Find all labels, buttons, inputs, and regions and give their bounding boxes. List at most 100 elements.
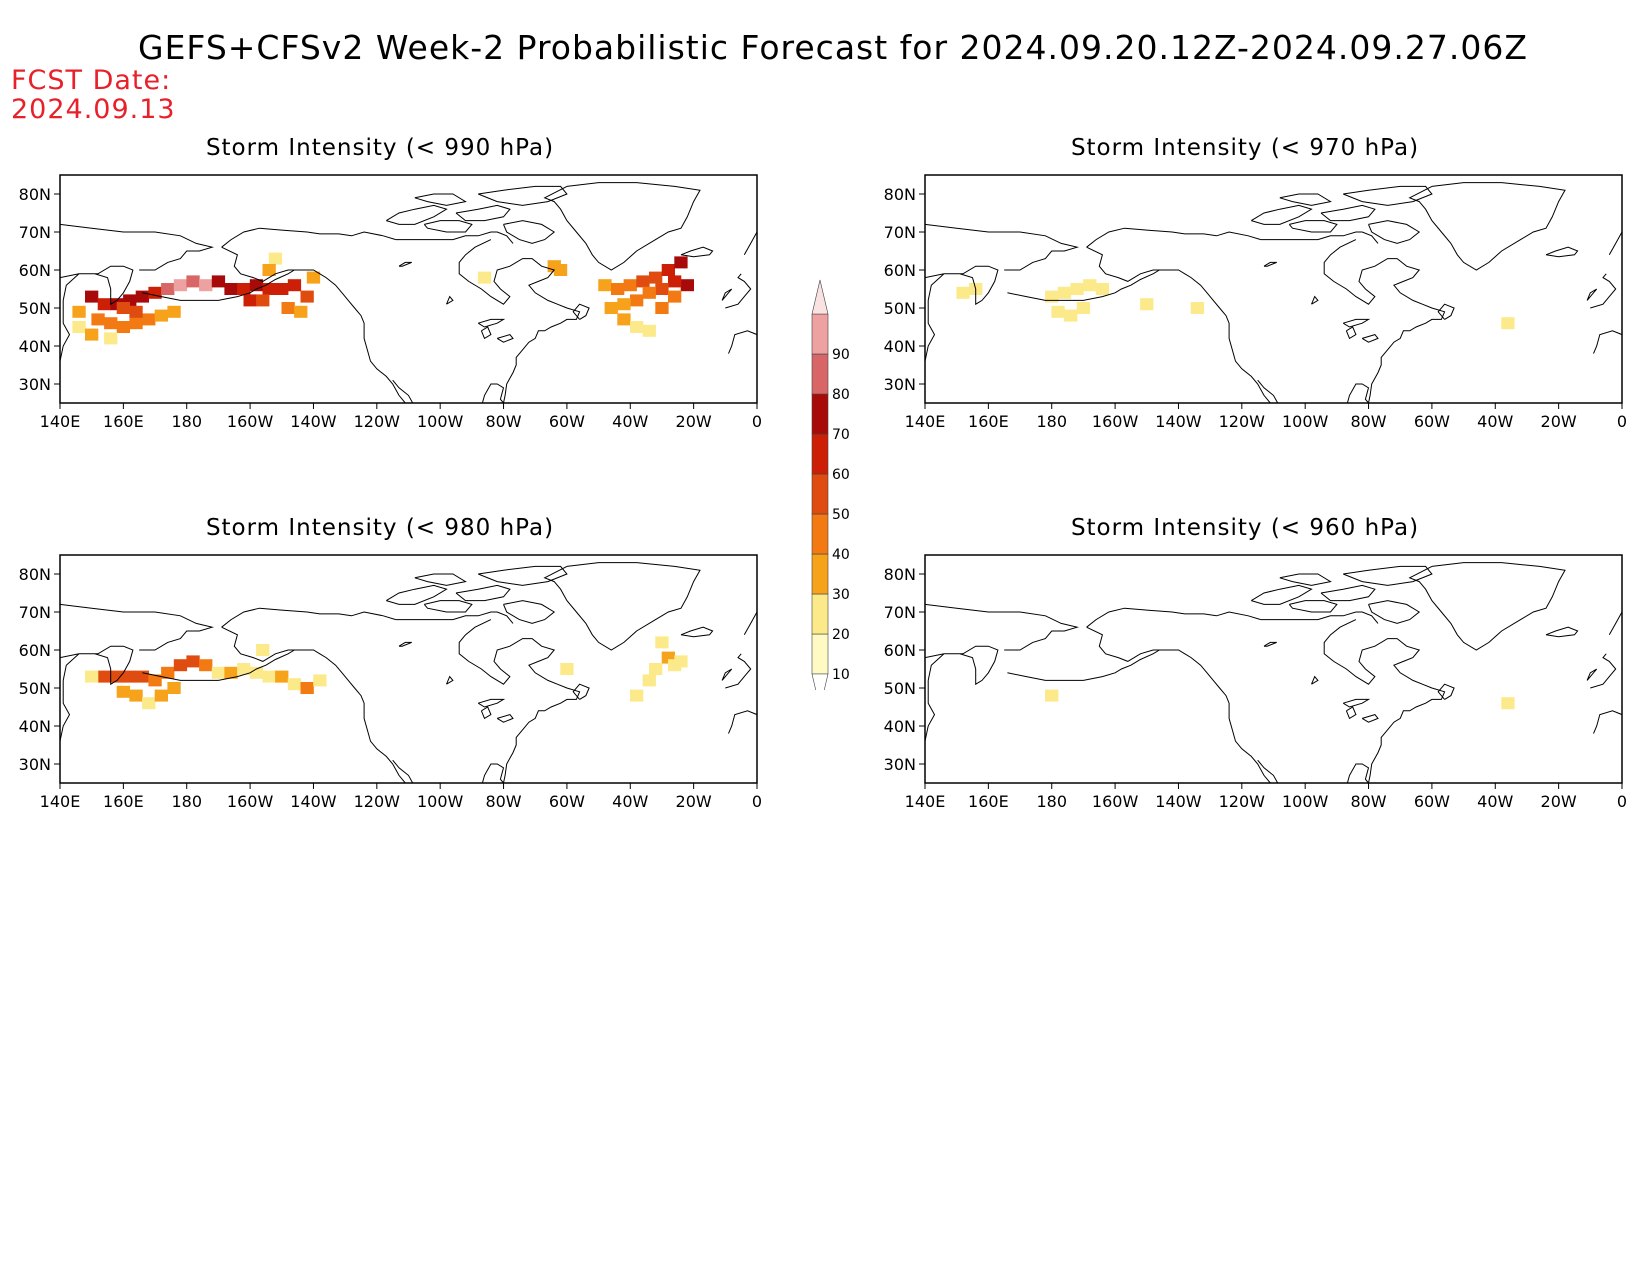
lat-tick-label: 30N	[884, 755, 916, 774]
probability-cell	[72, 305, 86, 318]
coastline	[728, 330, 757, 354]
coastline	[925, 603, 1080, 651]
probability-cell	[649, 663, 663, 675]
coastlines	[925, 562, 1622, 783]
coastline	[1586, 288, 1598, 301]
probability-cell	[655, 302, 669, 314]
coastline	[1288, 600, 1338, 613]
probability-cell	[655, 283, 669, 295]
lat-tick-label: 50N	[19, 299, 51, 318]
probability-cell	[617, 313, 631, 326]
coastline	[1086, 626, 1271, 783]
probability-cell	[211, 666, 226, 679]
probability-cell	[617, 298, 631, 311]
probability-cell	[560, 663, 574, 675]
probability-cell	[224, 283, 238, 295]
coastline	[398, 261, 412, 267]
probability-cell	[256, 644, 270, 656]
coastline	[60, 645, 134, 742]
probability-cell	[186, 275, 200, 288]
lat-tick-label: 70N	[19, 223, 51, 242]
legend-swatch	[811, 353, 829, 395]
coastline	[478, 565, 568, 586]
legend-level-label: 60	[832, 467, 850, 483]
probability-cell	[129, 689, 143, 702]
coastline	[60, 265, 134, 362]
probability-cell	[256, 294, 270, 307]
panel-title: Storm Intensity (< 960 hPa)	[1070, 515, 1420, 541]
coastline	[572, 303, 590, 320]
lon-tick-label: 140W	[290, 792, 337, 811]
probability-cell	[262, 264, 276, 276]
coastline	[1437, 683, 1455, 700]
coastline	[1320, 204, 1376, 222]
probability-cell	[129, 305, 143, 318]
lon-tick-label: 160E	[103, 792, 144, 811]
lat-tick-label: 80N	[19, 565, 51, 584]
probability-cell	[306, 271, 321, 284]
panel-title: Storm Intensity (< 970 hPa)	[1070, 135, 1420, 161]
coastline	[1007, 649, 1160, 681]
lat-tick-label: 40N	[884, 717, 916, 736]
coastline	[1345, 706, 1357, 720]
forecast-date-value: 2024.09.13	[11, 94, 176, 125]
map-frame	[59, 174, 758, 404]
probability-cell	[116, 302, 130, 314]
coastline	[478, 185, 568, 206]
lon-tick-label: 60W	[1414, 412, 1450, 431]
probability-cell	[623, 279, 637, 292]
coastline	[1288, 220, 1338, 233]
lon-tick-label: 40W	[1477, 412, 1513, 431]
map-960: 140E 160E 180 160W 140W 120W 100W 80W 60W 40W 20W 0…	[884, 554, 1627, 811]
probability-cell	[313, 674, 327, 687]
probability-cell	[275, 670, 289, 683]
lon-tick-label: 80W	[485, 792, 521, 811]
probability-cell	[287, 279, 302, 292]
probability-cell	[1190, 302, 1205, 314]
probability-cell	[642, 324, 656, 337]
lon-tick-label: 60W	[1414, 792, 1450, 811]
coastline	[386, 204, 448, 225]
coastline	[1342, 698, 1371, 708]
coastline	[477, 698, 506, 708]
probability-cell	[97, 298, 111, 311]
coastline	[414, 573, 467, 586]
coastline	[1320, 584, 1376, 602]
legend-level-label: 80	[832, 387, 850, 403]
coastline	[1314, 619, 1446, 783]
coastline	[221, 626, 406, 783]
lon-tick-label: 20W	[1541, 792, 1577, 811]
lon-tick-label: 160W	[227, 792, 274, 811]
legend-swatch	[811, 473, 829, 515]
coastline	[743, 231, 757, 256]
coastline	[142, 269, 295, 301]
probability-cell	[243, 294, 257, 307]
probability-cell	[85, 670, 99, 683]
lon-tick-label: 100W	[417, 792, 464, 811]
probability-cell	[281, 302, 295, 314]
coastline	[1545, 626, 1579, 638]
probability-cell	[636, 275, 650, 288]
lon-tick-label: 80W	[485, 412, 521, 431]
coastline	[721, 668, 733, 681]
probability-cell	[142, 697, 156, 710]
coastline	[455, 204, 511, 222]
probability-cell	[148, 674, 162, 687]
probability-cell	[275, 283, 289, 295]
probability-shading	[72, 252, 694, 345]
lat-tick-label: 60N	[884, 641, 916, 660]
probability-cell	[1045, 689, 1059, 702]
lon-tick-label: 140E	[905, 792, 946, 811]
coastline	[1608, 611, 1622, 636]
probability-cell	[224, 666, 238, 679]
probability-cell	[1051, 305, 1065, 318]
probability-cell	[598, 279, 612, 292]
probability-cell	[129, 317, 143, 330]
coastline	[1593, 330, 1622, 354]
coastline	[221, 227, 396, 248]
lon-tick-label: 180	[1036, 792, 1067, 811]
probability-cell	[237, 663, 251, 675]
lat-tick-label: 80N	[19, 185, 51, 204]
probability-cell	[199, 279, 213, 292]
lon-tick-label: 100W	[417, 412, 464, 431]
